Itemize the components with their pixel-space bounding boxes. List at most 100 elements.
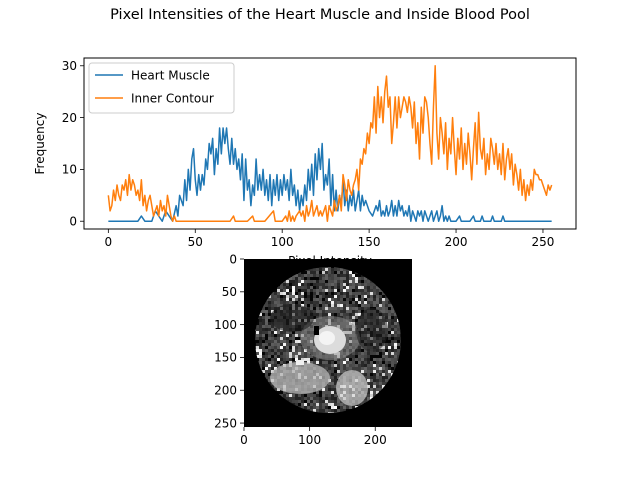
image-pixel xyxy=(319,313,322,316)
y-tick-label: 10 xyxy=(62,163,77,177)
image-pixel xyxy=(319,409,322,412)
image-pixel xyxy=(331,361,334,364)
image-pixel xyxy=(316,286,319,289)
image-pixel xyxy=(316,310,319,313)
image-pixel xyxy=(256,352,259,355)
image-pixel xyxy=(382,382,385,385)
image-pixel xyxy=(295,334,298,337)
image-pixel xyxy=(310,283,313,286)
image-pixel xyxy=(328,394,331,397)
image-pixel xyxy=(271,340,274,343)
image-pixel xyxy=(379,373,382,376)
image-pixel xyxy=(331,400,334,403)
image-pixel xyxy=(328,280,331,283)
image-pixel xyxy=(286,349,289,352)
image-pixel xyxy=(334,274,337,277)
image-pixel xyxy=(313,361,316,364)
image-pixel xyxy=(265,307,268,310)
image-pixel xyxy=(265,364,268,367)
image-pixel xyxy=(307,397,310,400)
image-pixel xyxy=(361,292,364,295)
image-pixel xyxy=(355,301,358,304)
image-pixel xyxy=(277,295,280,298)
image-pixel xyxy=(346,292,349,295)
image-pixel xyxy=(385,382,388,385)
image-pixel xyxy=(271,349,274,352)
image-pixel xyxy=(277,343,280,346)
image-pixel xyxy=(295,274,298,277)
image-pixel xyxy=(373,388,376,391)
bright-spot xyxy=(296,360,304,365)
image-pixel xyxy=(331,277,334,280)
image-pixel xyxy=(304,286,307,289)
image-pixel xyxy=(376,376,379,379)
image-pixel xyxy=(373,373,376,376)
image-pixel xyxy=(367,307,370,310)
image-pixel xyxy=(376,352,379,355)
image-pixel xyxy=(274,358,277,361)
image-pixel xyxy=(265,370,268,373)
image-pixel xyxy=(370,373,373,376)
image-pixel xyxy=(262,346,265,349)
image-pixel xyxy=(373,394,376,397)
image-pixel xyxy=(361,310,364,313)
image-pixel xyxy=(295,355,298,358)
image-pixel xyxy=(268,361,271,364)
image-pixel xyxy=(346,358,349,361)
image-pixel xyxy=(349,406,352,409)
image-pixel xyxy=(397,343,400,346)
image-pixel xyxy=(265,352,268,355)
image-x-tick-label: 200 xyxy=(364,433,387,447)
image-pixel xyxy=(334,400,337,403)
image-pixel xyxy=(274,361,277,364)
image-pixel xyxy=(382,349,385,352)
image-pixel xyxy=(340,274,343,277)
image-pixel xyxy=(307,403,310,406)
image-pixel xyxy=(301,355,304,358)
image-pixel xyxy=(349,289,352,292)
image-pixel xyxy=(319,289,322,292)
image-pixel xyxy=(352,310,355,313)
image-pixel xyxy=(256,328,259,331)
image-pixel xyxy=(346,298,349,301)
image-pixel xyxy=(289,358,292,361)
line-chart-axes: 0 50 100 150 200 250 0 10 20 30 Frequency Heart … xyxy=(33,57,577,249)
image-pixel xyxy=(289,397,292,400)
image-pixel xyxy=(319,361,322,364)
image-pixel xyxy=(364,292,367,295)
image-pixel xyxy=(313,271,316,274)
image-pixel xyxy=(265,355,268,358)
image-pixel xyxy=(331,406,334,409)
image-pixel xyxy=(325,364,328,367)
image-pixel xyxy=(397,346,400,349)
image-pixel xyxy=(379,355,382,358)
image-pixel xyxy=(286,298,289,301)
figure-title: Pixel Intensities of the Heart Muscle an… xyxy=(110,7,530,23)
image-pixel xyxy=(307,301,310,304)
image-pixel xyxy=(334,286,337,289)
image-pixel xyxy=(379,289,382,292)
image-pixel xyxy=(343,289,346,292)
image-pixel xyxy=(283,334,286,337)
image-pixel xyxy=(313,406,316,409)
image-pixel xyxy=(304,289,307,292)
image-pixel xyxy=(400,331,401,334)
image-pixel xyxy=(352,280,355,283)
image-pixel xyxy=(304,280,307,283)
image-pixel xyxy=(319,274,322,277)
image-pixel xyxy=(385,298,388,301)
image-pixel xyxy=(385,364,388,367)
image-pixel xyxy=(313,286,316,289)
image-pixel xyxy=(340,283,343,286)
image-pixel xyxy=(322,301,325,304)
image-pixel xyxy=(322,307,325,310)
image-pixel xyxy=(355,316,358,319)
image-pixel xyxy=(331,267,334,268)
image-pixel xyxy=(397,334,400,337)
image-pixel xyxy=(292,340,295,343)
image-pixel xyxy=(310,358,313,361)
image-pixel xyxy=(334,370,337,373)
image-pixel xyxy=(328,277,331,280)
image-pixel xyxy=(274,298,277,301)
image-pixel xyxy=(361,289,364,292)
